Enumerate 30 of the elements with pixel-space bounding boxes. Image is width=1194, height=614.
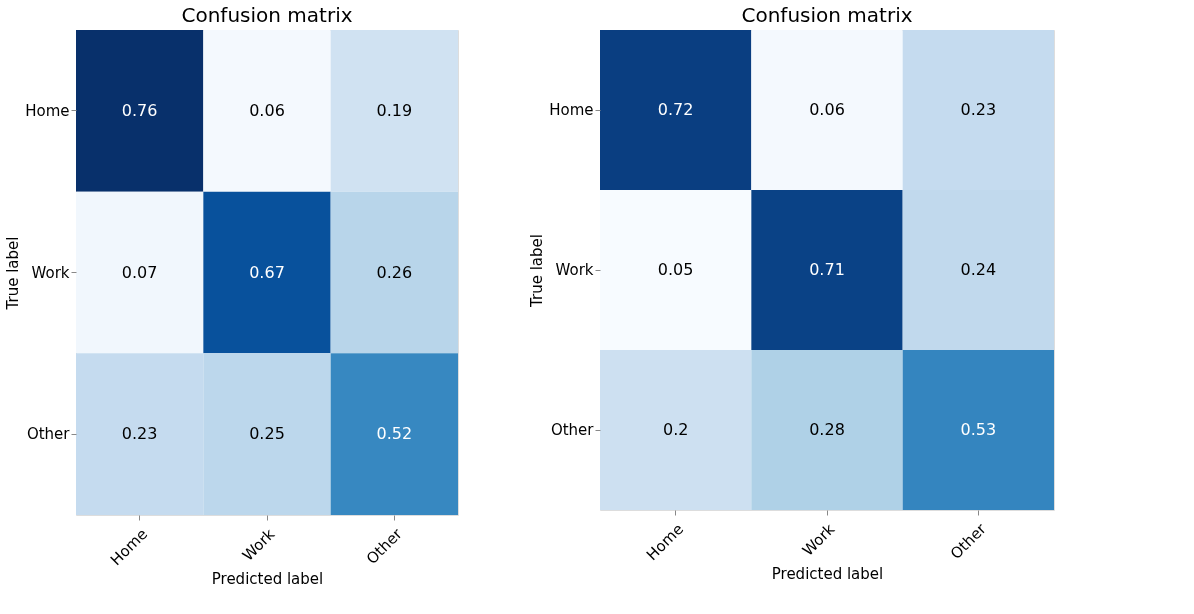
data-label: 0.76 bbox=[121, 100, 158, 120]
data-label: 0.23 bbox=[121, 424, 158, 444]
y-tick-label: Home bbox=[549, 101, 594, 119]
data-label: 0.26 bbox=[376, 262, 413, 282]
x-axis-title: Predicted label bbox=[771, 565, 884, 584]
chart-title: Confusion matrix bbox=[741, 3, 913, 27]
y-axis-title: True label bbox=[528, 234, 547, 308]
data-label: 0.72 bbox=[657, 100, 694, 119]
data-label: 0.06 bbox=[249, 100, 285, 120]
data-label: 0.19 bbox=[376, 100, 413, 120]
data-label: 0.07 bbox=[121, 262, 158, 282]
x-axis-title: Predicted label bbox=[211, 570, 324, 589]
data-label: 0.06 bbox=[809, 100, 845, 119]
data-label: 0.24 bbox=[960, 260, 997, 279]
data-label: 0.23 bbox=[960, 100, 997, 119]
data-label: 0.52 bbox=[376, 424, 413, 444]
y-tick-label: Work bbox=[31, 263, 70, 282]
data-label: 0.25 bbox=[249, 424, 285, 444]
y-tick-label: Other bbox=[26, 425, 71, 444]
data-label: 0.71 bbox=[809, 260, 845, 279]
chart-title: Confusion matrix bbox=[181, 3, 353, 27]
data-label: 0.2 bbox=[662, 420, 689, 439]
data-label: 0.53 bbox=[960, 420, 997, 439]
data-label: 0.28 bbox=[809, 420, 845, 439]
y-tick-label: Home bbox=[25, 101, 70, 120]
y-tick-label: Other bbox=[550, 421, 595, 439]
y-axis-title: True label bbox=[4, 236, 23, 311]
data-label: 0.67 bbox=[249, 262, 285, 282]
y-tick-label: Work bbox=[555, 261, 594, 279]
data-label: 0.05 bbox=[657, 260, 694, 279]
